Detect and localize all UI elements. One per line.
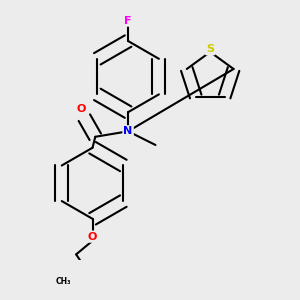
Text: O: O: [77, 104, 86, 114]
Text: N: N: [124, 126, 133, 136]
Text: S: S: [206, 44, 214, 54]
Text: O: O: [88, 232, 97, 242]
Text: F: F: [124, 16, 132, 26]
Text: CH₃: CH₃: [56, 277, 72, 286]
